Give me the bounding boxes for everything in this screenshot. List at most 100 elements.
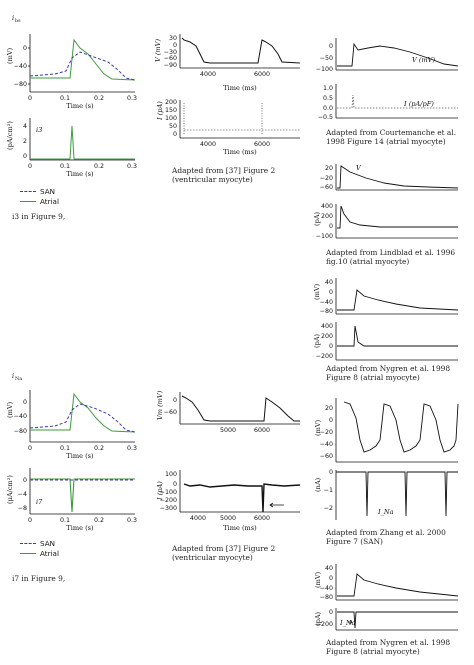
nygren-top-caption: Adapted from Nygren et al. 1998 Figure 8… — [326, 364, 451, 383]
ref37-top-voltage-plot: V (mV) 30 0 −30 −60 −90 4000 6000 Time (… — [154, 34, 301, 92]
svg-text:400: 400 — [321, 323, 333, 330]
courtemanche-current-plot: 1.0 0.5 0.0 −0.5 I (pA/pF) — [318, 84, 458, 121]
svg-text:4000: 4000 — [190, 515, 206, 522]
svg-text:0.1: 0.1 — [60, 445, 70, 452]
ina-title: i Na — [12, 372, 22, 382]
svg-text:0: 0 — [23, 399, 27, 406]
svg-text:−60: −60 — [164, 409, 177, 416]
nygren-top-voltage-trace — [337, 289, 459, 311]
lindblad-caption: Adapted from Lindblad et al. 1996 fig.10… — [326, 248, 456, 267]
svg-text:−8: −8 — [18, 505, 27, 512]
svg-text:(mV): (mV) — [6, 47, 14, 64]
svg-text:−40: −40 — [14, 63, 27, 70]
svg-text:−20: −20 — [320, 175, 333, 182]
svg-text:0: 0 — [23, 153, 27, 160]
svg-text:−1: −1 — [324, 487, 333, 494]
svg-text:−200: −200 — [316, 353, 333, 360]
ina-legend: SAN Atrial — [20, 538, 59, 558]
nygren-top-voltage-plot: (mV) 40 0 −40 −80 — [313, 278, 459, 315]
lindblad-voltage-trace — [337, 165, 459, 189]
nygren-top-current-plot: (pA) 400 200 0 −200 — [313, 322, 458, 361]
ibs-ap-atrial-trace — [30, 38, 136, 81]
svg-text:0.3: 0.3 — [127, 445, 137, 452]
svg-text:0.2: 0.2 — [94, 517, 104, 524]
svg-text:6000: 6000 — [254, 141, 270, 148]
svg-text:I (pA): I (pA) — [156, 101, 164, 121]
svg-text:5000: 5000 — [220, 427, 236, 434]
svg-text:−40: −40 — [320, 585, 333, 592]
svg-text:100: 100 — [165, 471, 177, 478]
svg-text:0: 0 — [329, 43, 333, 50]
courtemanche-voltage-trace — [337, 42, 459, 67]
svg-text:0: 0 — [329, 343, 333, 350]
ref37-bottom-caption: Adapted from [37] Figure 2 (ventricular … — [172, 544, 276, 563]
svg-text:I (pA): I (pA) — [156, 481, 164, 501]
nygren-bottom-current-trace — [337, 611, 458, 629]
svg-text:−60: −60 — [320, 453, 333, 460]
svg-text:0.1: 0.1 — [60, 95, 70, 102]
legend-swatch-san — [20, 542, 36, 544]
svg-text:−20: −20 — [320, 429, 333, 436]
svg-text:V (mV): V (mV) — [154, 39, 162, 62]
ibs-title: i bs — [12, 14, 21, 24]
svg-text:−40: −40 — [14, 413, 27, 420]
ibs-ap-plot: (mV) 0 −40 −80 0 0.1 0.2 0.3 Time (s) — [6, 34, 137, 110]
ina-ap-atrial-trace — [30, 392, 136, 433]
svg-text:0.2: 0.2 — [94, 445, 104, 452]
zhang-voltage-trace — [343, 401, 459, 453]
svg-text:4000: 4000 — [200, 71, 216, 78]
ibs-caption: i3 in Figure 9, — [12, 212, 66, 221]
svg-text:−30: −30 — [164, 49, 177, 56]
svg-text:−50: −50 — [320, 55, 333, 62]
svg-text:0: 0 — [329, 417, 333, 424]
svg-text:0: 0 — [28, 517, 32, 524]
svg-text:−100: −100 — [160, 489, 177, 496]
svg-text:0: 0 — [173, 42, 177, 49]
svg-text:0: 0 — [329, 289, 333, 296]
legend-label-san: SAN — [40, 186, 55, 196]
svg-text:6000: 6000 — [254, 427, 270, 434]
svg-text:0.2: 0.2 — [94, 163, 104, 170]
zhang-voltage-plot: (mV) 20 0 −20 −40 −60 — [314, 398, 459, 463]
lindblad-current-plot: (pA) 400 200 0 −100 — [313, 203, 458, 240]
svg-text:40: 40 — [325, 565, 333, 572]
svg-text:0.2: 0.2 — [94, 95, 104, 102]
svg-text:I_Na: I_Na — [339, 619, 356, 627]
svg-text:200: 200 — [321, 333, 333, 340]
svg-text:V (mV): V (mV) — [412, 56, 435, 64]
svg-text:0.3: 0.3 — [127, 95, 137, 102]
svg-text:i: i — [12, 14, 14, 22]
legend-item-atrial: Atrial — [20, 548, 59, 558]
zhang-current-trace — [336, 471, 458, 517]
svg-text:0: 0 — [329, 609, 333, 616]
svg-text:Time (ms): Time (ms) — [223, 84, 257, 92]
svg-text:−80: −80 — [320, 308, 333, 315]
lindblad-current-trace — [337, 205, 458, 229]
svg-text:−80: −80 — [14, 428, 27, 435]
svg-text:0.1: 0.1 — [60, 163, 70, 170]
svg-text:1.0: 1.0 — [323, 85, 333, 92]
svg-text:(pA): (pA) — [313, 211, 321, 226]
svg-text:−90: −90 — [164, 62, 177, 69]
legend-label-san: SAN — [40, 538, 55, 548]
svg-text:20: 20 — [325, 405, 333, 412]
svg-text:−60: −60 — [320, 184, 333, 191]
svg-text:−200: −200 — [316, 621, 333, 628]
svg-text:4: 4 — [23, 123, 27, 130]
svg-text:40: 40 — [325, 279, 333, 286]
ref37-top-voltage-trace — [181, 37, 301, 64]
svg-text:−80: −80 — [320, 594, 333, 601]
ibs-current-plot: (pA/cm²) 4 2 0 i3 0 0.1 0.2 0.3 Time (s) — [6, 118, 137, 178]
courtemanche-caption: Adapted from Courtemanche et al. 1998 Fi… — [326, 128, 457, 147]
svg-text:(pA): (pA) — [314, 611, 322, 626]
svg-text:30: 30 — [169, 35, 177, 42]
ref37-top-current-plot: I (pA) 200 150 100 50 0 4000 6000 Time (… — [156, 99, 300, 156]
svg-text:−100: −100 — [316, 66, 333, 73]
legend-swatch-atrial — [20, 552, 36, 554]
svg-text:0: 0 — [28, 95, 32, 102]
svg-text:(μA/cm²): (μA/cm²) — [6, 475, 14, 504]
svg-text:2: 2 — [23, 138, 27, 145]
svg-text:4000: 4000 — [200, 141, 216, 148]
svg-text:0: 0 — [23, 477, 27, 484]
svg-text:−80: −80 — [14, 81, 27, 88]
